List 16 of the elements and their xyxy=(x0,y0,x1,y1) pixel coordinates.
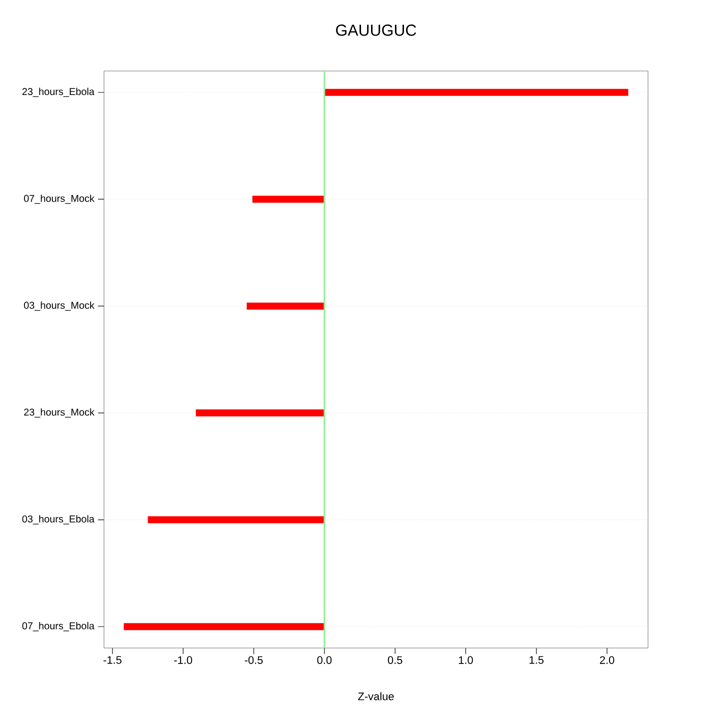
x-tick-label: -1.0 xyxy=(174,656,192,664)
x-tick-label: 1.0 xyxy=(458,656,473,664)
y-tick-label: 07_hours_Mock xyxy=(24,194,94,204)
y-tick-label: 07_hours_Ebola xyxy=(22,622,94,632)
x-tick-label: -1.5 xyxy=(104,656,122,664)
chart-title: GAUUGUC xyxy=(336,24,416,36)
x-axis-title: Z-value xyxy=(358,692,394,700)
x-tick-label: 2.0 xyxy=(600,656,614,664)
x-tick-label: 0.0 xyxy=(317,656,332,664)
y-tick-label: 03_hours_Ebola xyxy=(22,515,94,524)
y-tick-label: 23_hours_Ebola xyxy=(22,88,94,97)
y-tick-label: 03_hours_Mock xyxy=(24,301,94,311)
y-tick-label: 23_hours_Mock xyxy=(24,408,94,418)
x-tick-label: 1.5 xyxy=(530,656,544,664)
x-tick-label: 0.5 xyxy=(388,656,402,664)
x-tick-label: -0.5 xyxy=(244,656,263,664)
